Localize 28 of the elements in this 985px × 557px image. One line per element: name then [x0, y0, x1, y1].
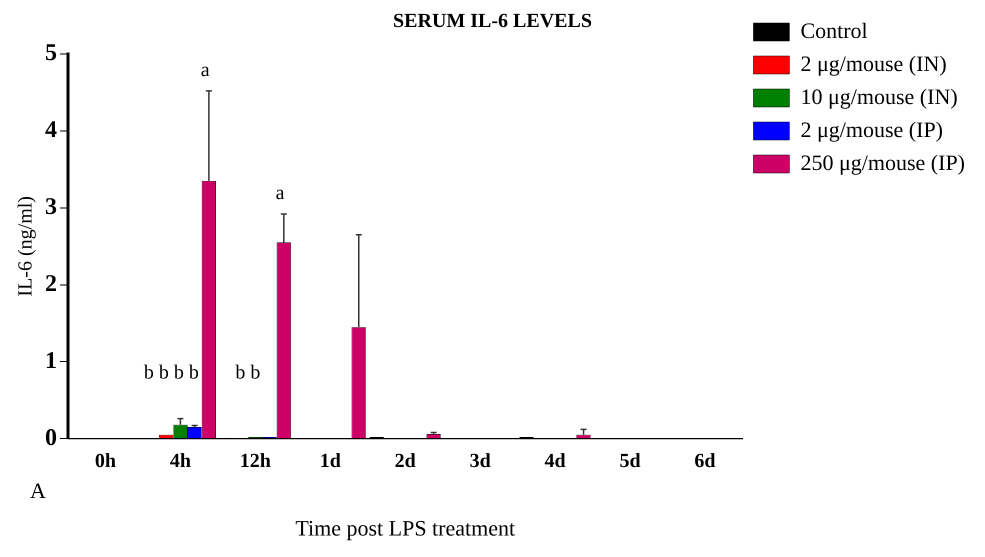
y-tick-label: 0 — [45, 424, 57, 451]
x-tick-label: 2d — [394, 450, 416, 472]
annotation: a — [276, 182, 285, 204]
annotation: a — [200, 59, 210, 82]
x-tick-label: 5d — [619, 450, 641, 472]
legend-label: 10 μg/mouse (IN) — [800, 84, 958, 109]
y-tick-label: 4 — [45, 117, 57, 144]
x-axis-title: Time post LPS treatment — [295, 516, 516, 541]
x-tick-label: 4d — [544, 450, 566, 472]
x-tick-label: 4h — [170, 450, 191, 472]
x-tick-label: 3d — [470, 450, 491, 472]
annotation: b b — [235, 361, 260, 384]
chart-title: SERUM IL-6 LEVELS — [393, 10, 592, 32]
legend-label: 250 μg/mouse (IP) — [800, 150, 966, 175]
y-tick-label: 1 — [45, 348, 57, 374]
y-tick-label: 5 — [45, 40, 57, 66]
x-tick-label: 1d — [320, 450, 341, 472]
x-tick-label: 6d — [694, 450, 716, 472]
y-axis-title: IL-6 (ng/ml) — [14, 196, 36, 297]
text: A — [30, 478, 46, 504]
legend-label: 2 μg/mouse (IP) — [800, 116, 944, 142]
x-tick-label: 12h — [240, 450, 271, 472]
legend-label: Control — [800, 18, 868, 43]
x-tick-label: 0h — [94, 450, 116, 472]
y-tick-label: 3 — [45, 194, 57, 220]
legend-label: 2 μg/mouse (IN) — [800, 50, 947, 76]
y-tick-label: 2 — [45, 270, 57, 297]
annotation: b b b b — [144, 361, 199, 384]
